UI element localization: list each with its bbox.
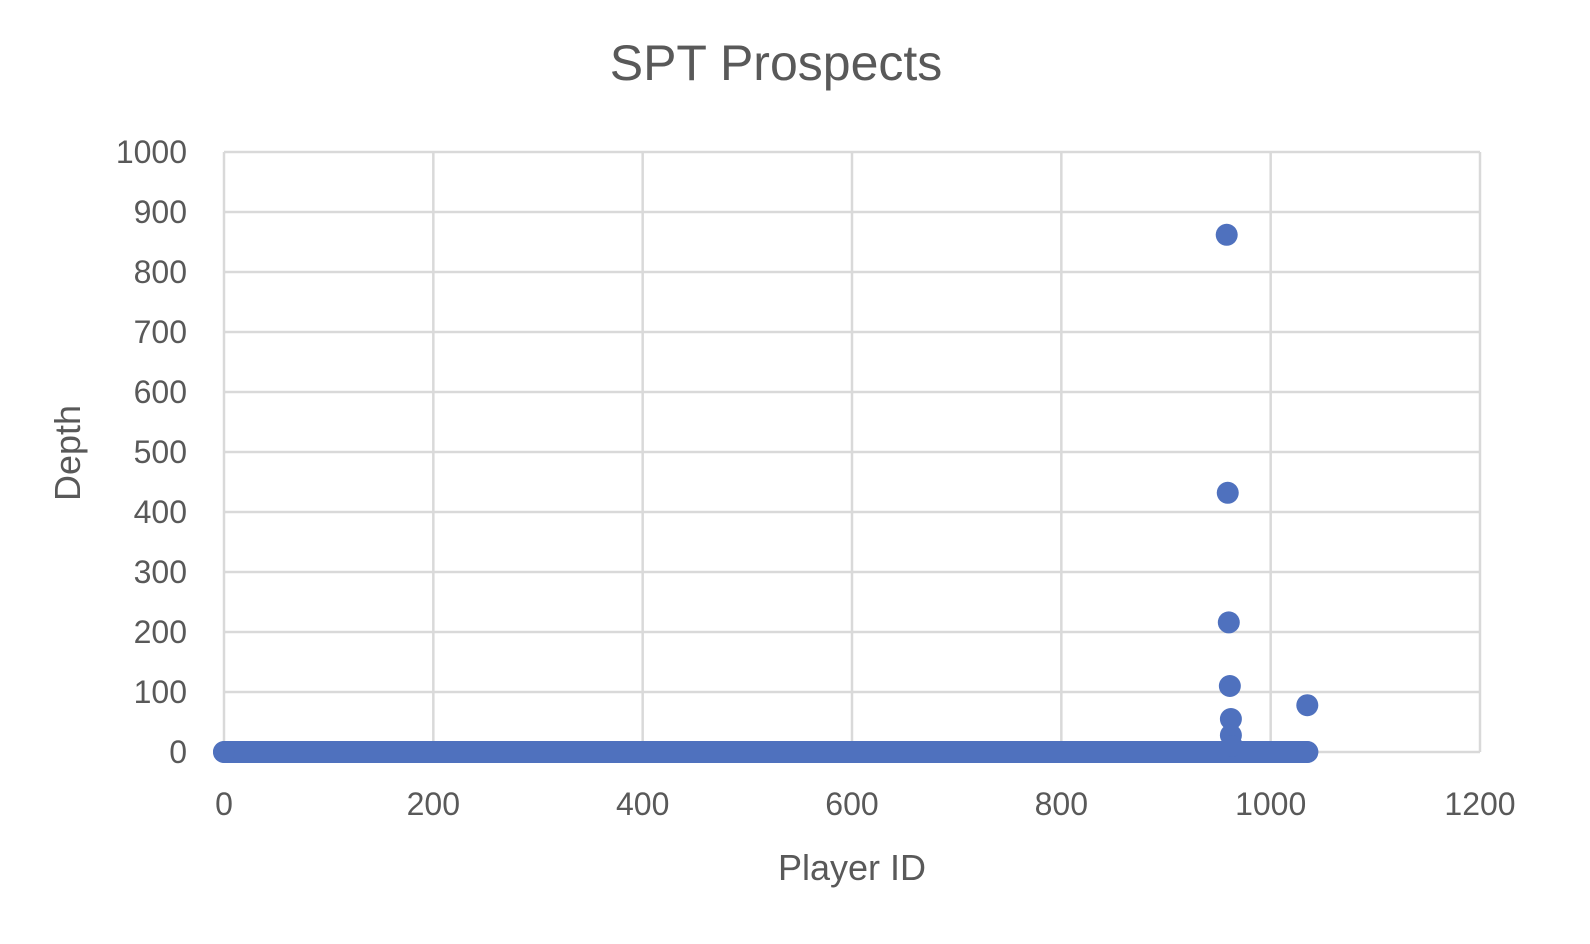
data-point-2	[1217, 611, 1240, 634]
data-point-6	[1220, 735, 1243, 757]
y-tick-label-9: 900	[134, 194, 187, 230]
x-tick-label-3: 600	[825, 786, 878, 822]
y-tick-label-2: 200	[134, 614, 187, 650]
data-point-3	[1218, 675, 1241, 697]
data-point-1	[1216, 481, 1239, 504]
chart-title: SPT Prospects	[610, 35, 943, 91]
y-tick-label-3: 300	[134, 554, 187, 590]
data-point-8	[213, 741, 235, 763]
y-axis-ticks: 0 100 200 300 400 500 600 700 800 900 1000	[116, 134, 187, 770]
x-tick-label-1: 200	[407, 786, 460, 822]
x-tick-label-5: 1000	[1235, 786, 1306, 822]
baseline-points-band	[213, 741, 1319, 763]
x-tick-label-4: 800	[1035, 786, 1088, 822]
y-tick-label-5: 500	[134, 434, 187, 470]
y-tick-label-7: 700	[134, 314, 187, 350]
y-tick-label-6: 600	[134, 374, 187, 410]
y-tick-label-0: 0	[169, 734, 187, 770]
data-point-7	[1296, 694, 1319, 717]
x-tick-label-0: 0	[215, 786, 233, 822]
x-axis-title: Player ID	[778, 847, 926, 888]
data-point-9	[1296, 741, 1319, 763]
x-tick-label-2: 400	[616, 786, 669, 822]
y-tick-label-8: 800	[134, 254, 187, 290]
data-point-4	[1219, 708, 1242, 730]
x-tick-label-6: 1200	[1444, 786, 1515, 822]
gridlines	[222, 150, 1482, 754]
data-points	[213, 223, 1319, 763]
y-tick-label-4: 400	[134, 494, 187, 530]
x-axis-ticks: 0 200 400 600 800 1000 1200	[215, 786, 1515, 822]
y-axis-title: Depth	[47, 405, 88, 501]
data-point-0	[1215, 223, 1238, 246]
y-tick-label-10: 1000	[116, 134, 187, 170]
y-tick-label-1: 100	[134, 674, 187, 710]
